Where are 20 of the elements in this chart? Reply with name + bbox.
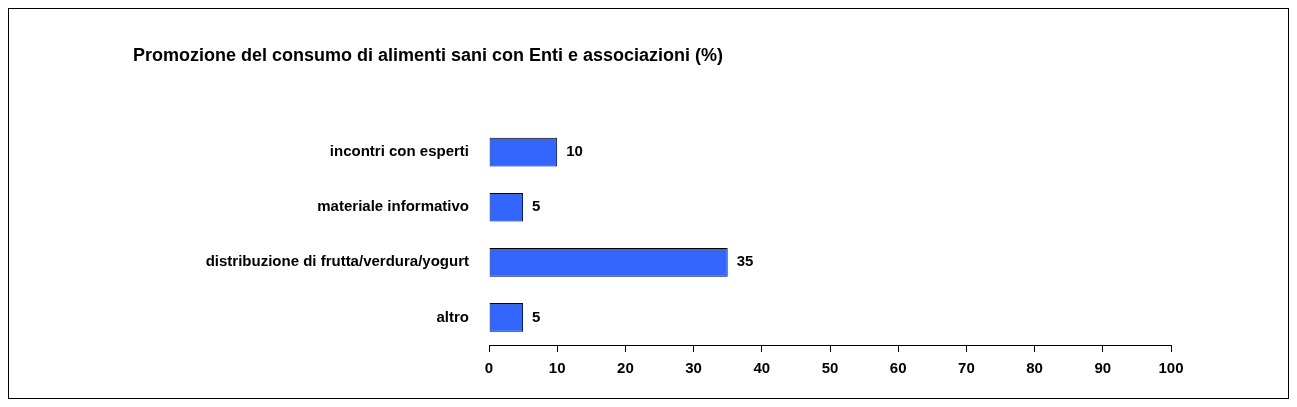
x-tick-label: 100 [1158,359,1184,377]
x-tick-label: 50 [821,359,839,377]
data-label: 35 [736,252,754,270]
x-tick-label: 60 [889,359,907,377]
y-tick-label: altro [436,307,469,325]
data-label: 5 [532,307,541,325]
data-label: 10 [566,142,583,160]
x-tick-label: 40 [753,359,771,377]
y-tick-label: distribuzione di frutta/verdura/yogurt [205,252,469,270]
x-tick-label: 90 [1094,359,1112,377]
x-tick-label: 0 [484,359,494,377]
x-tick-label: 20 [617,359,634,377]
chart-title: Promozione del consumo di alimenti sani con Enti e associazioni (%) [133,44,724,65]
data-label: 5 [532,197,541,215]
y-tick-label: materiale informativo [317,197,469,215]
x-tick-label: 10 [548,359,566,377]
x-tick-label: 70 [958,359,975,377]
x-tick-label: 80 [1026,359,1043,377]
x-tick-label: 30 [685,359,702,377]
y-tick-label: incontri con esperti [329,142,469,160]
